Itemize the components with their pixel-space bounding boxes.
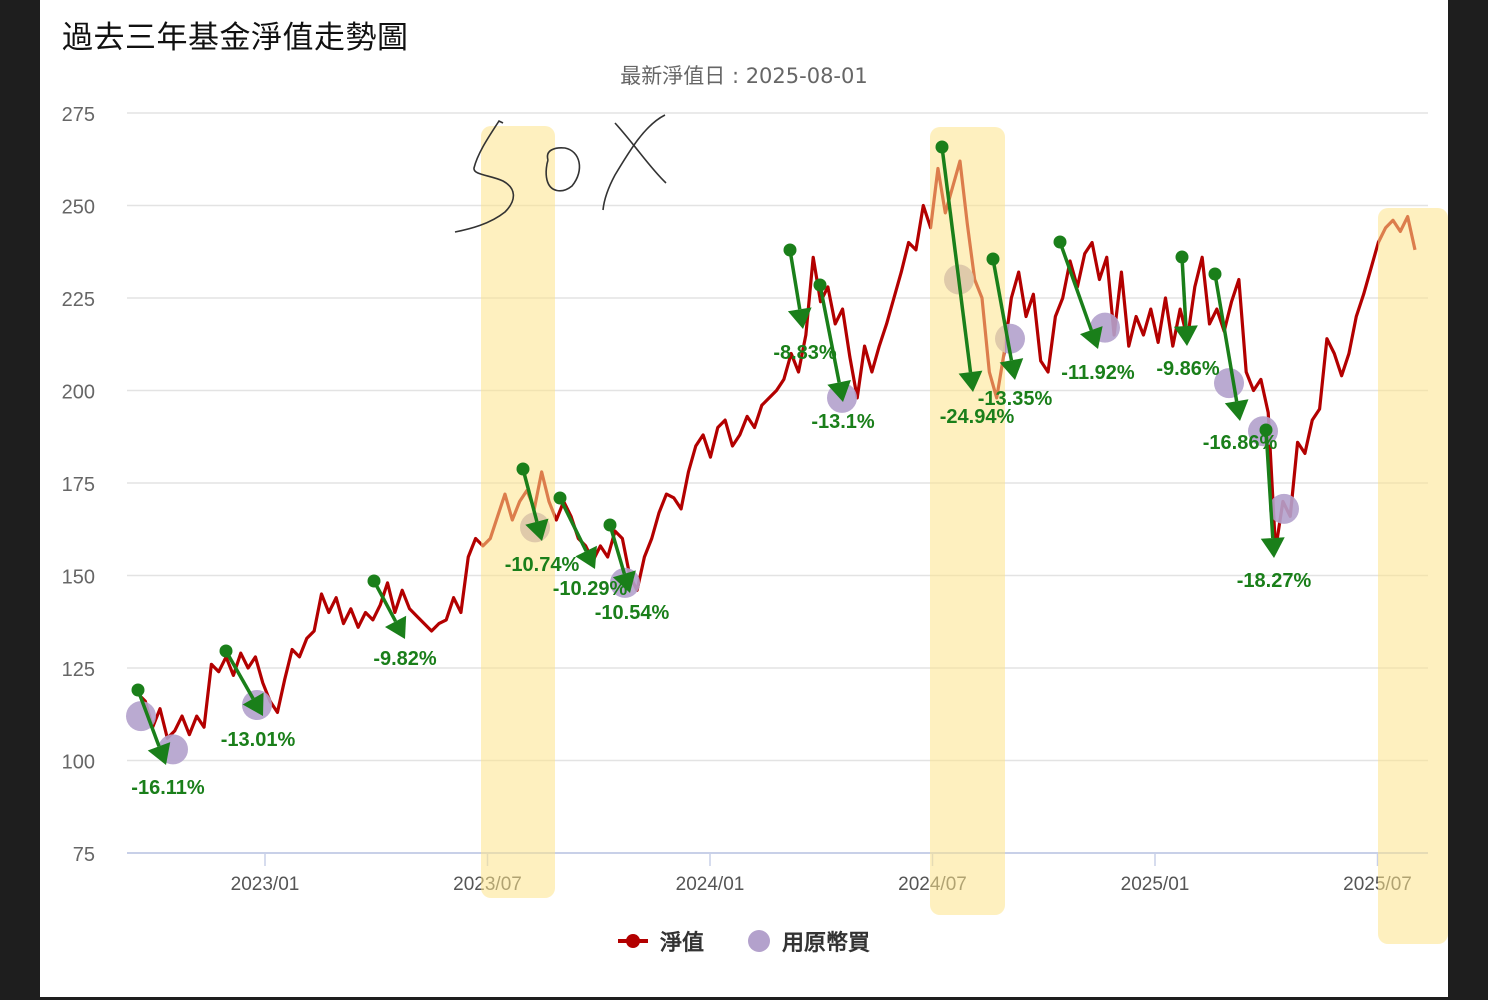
drawdown-label: -10.29% [553,578,628,600]
line-dot-icon [617,934,648,948]
drawdown-label: -13.1% [811,411,875,433]
x-tick-label: 2023/01 [231,874,300,895]
x-tick-label: 2024/01 [676,874,745,895]
buy-markers[interactable] [126,264,1299,765]
nav-line-series[interactable] [136,159,1417,740]
y-tick-label: 250 [62,197,95,219]
x-axis: 2023/012023/072024/012024/072025/012025/… [231,853,1412,895]
drawdown-label: -16.86% [1203,432,1278,454]
chart-panel [40,0,1448,997]
y-tick-label: 225 [62,289,95,311]
y-tick-label: 125 [62,659,95,681]
drawdown-label: -10.54% [595,602,670,624]
y-tick-label: 150 [62,567,95,589]
y-tick-label: 100 [62,752,95,774]
chart-legend: 淨值 用原幣買 [0,925,1488,957]
buy-marker[interactable] [1269,493,1299,524]
legend-label-nav: 淨值 [659,931,704,956]
grid-lines [127,112,1428,854]
y-axis: 275 250 225 200 175 150 125 100 75 [62,104,95,866]
legend-item-nav[interactable]: 淨值 [617,925,704,957]
y-tick-label: 275 [62,104,95,126]
circle-icon [748,930,770,952]
drawdown-label: -10.74% [505,554,580,576]
chart-title: 過去三年基金淨值走勢圖 [62,20,409,56]
chart-subtitle: 最新淨值日 : 2025-08-01 [620,64,868,88]
drawdown-label: -11.92% [1061,362,1135,384]
drawdown-label: -24.94% [940,406,1015,428]
buy-marker[interactable] [126,701,156,732]
drawdown-label: -13.01% [221,729,296,751]
sox-handwritten-annotation [454,114,667,233]
x-tick-label: 2025/01 [1121,874,1190,895]
drawdown-label: -18.27% [1237,570,1312,592]
highlight-bands [481,126,1448,944]
drawdown-label: -9.82% [373,648,437,670]
drawdown-label: -13.35% [978,388,1053,410]
legend-item-buy[interactable]: 用原幣買 [748,925,870,957]
drawdown-label: -9.86% [1156,358,1220,380]
drawdown-label: -8.83% [773,342,837,364]
y-tick-label: 200 [62,382,95,404]
legend-label-buy: 用原幣買 [782,931,871,956]
y-tick-label: 175 [62,474,95,496]
drawdown-arrows: -16.11% -13.01% -9.82% -10.74%-10.29%-10.54… [131,140,1312,799]
y-tick-label: 75 [73,844,95,866]
drawdown-label: -16.11% [131,777,205,799]
